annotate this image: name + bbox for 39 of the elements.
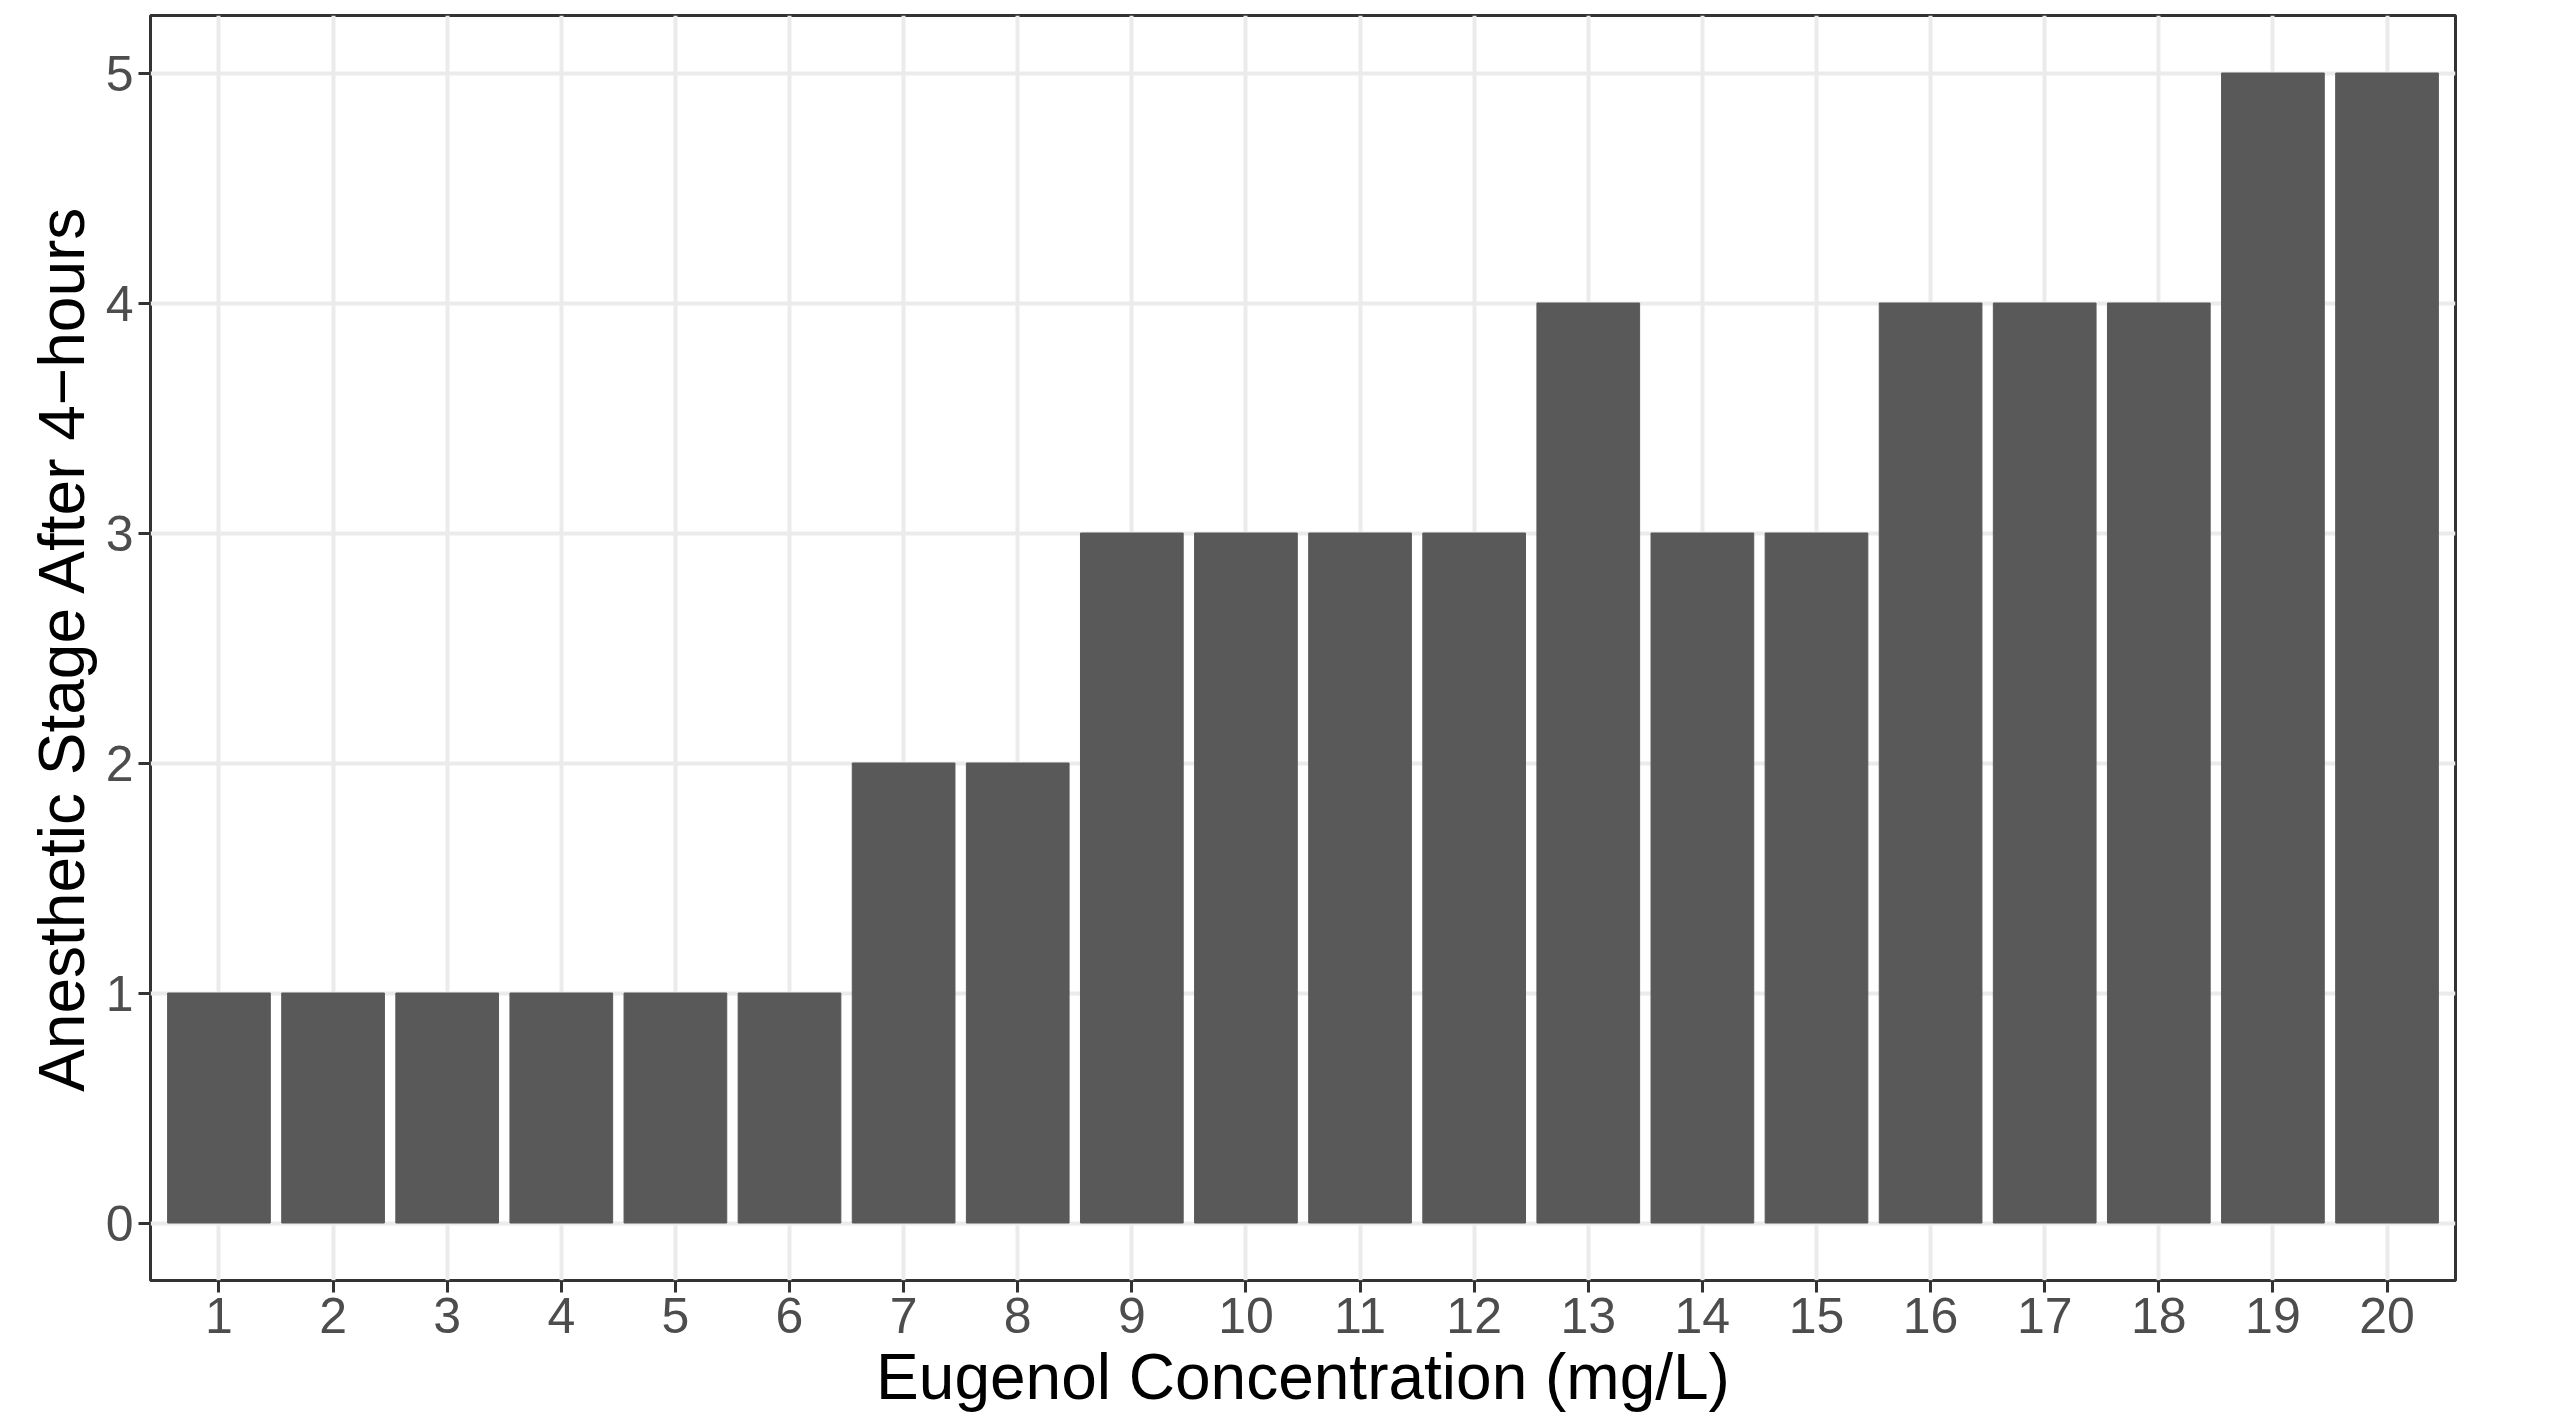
bar (1536, 302, 1641, 1224)
bar (2335, 72, 2439, 1224)
x-tick-label: 20 (2359, 1287, 2415, 1344)
y-tick-label: 2 (105, 735, 134, 792)
bar (1308, 532, 1412, 1224)
x-tick-label: 16 (1902, 1287, 1959, 1344)
bar (737, 992, 842, 1224)
bar (1194, 532, 1298, 1224)
y-axis-title: Anesthetic Stage After 4−hours (25, 207, 98, 1092)
bar (167, 992, 271, 1224)
y-tick-label: 1 (105, 965, 134, 1022)
x-tick-label: 4 (547, 1287, 576, 1344)
bar (281, 992, 385, 1224)
x-tick-label: 17 (2016, 1287, 2073, 1344)
bar (1422, 532, 1527, 1224)
bar (1992, 302, 2097, 1224)
x-tick-label: 3 (433, 1287, 462, 1344)
bar (1764, 532, 1869, 1224)
bar (509, 992, 614, 1224)
bar (965, 762, 1070, 1224)
x-tick-label: 1 (205, 1287, 233, 1344)
x-tick-label: 18 (2131, 1287, 2187, 1344)
bar (2106, 302, 2211, 1224)
bar (1079, 532, 1184, 1224)
y-tick-label: 4 (105, 275, 134, 332)
x-tick-label: 5 (661, 1287, 690, 1344)
y-tick-label: 0 (105, 1195, 134, 1252)
bar (1878, 302, 1983, 1224)
x-tick-label: 15 (1788, 1287, 1845, 1344)
x-tick-label: 19 (2245, 1287, 2301, 1344)
bar (1650, 532, 1755, 1224)
bar (2221, 72, 2325, 1224)
bar (851, 762, 956, 1224)
x-tick-label: 6 (775, 1287, 804, 1344)
y-tick-label: 3 (105, 505, 134, 562)
x-tick-label: 2 (319, 1287, 347, 1344)
y-tick-label: 5 (105, 45, 134, 102)
bar (395, 992, 500, 1224)
bar (623, 992, 728, 1224)
